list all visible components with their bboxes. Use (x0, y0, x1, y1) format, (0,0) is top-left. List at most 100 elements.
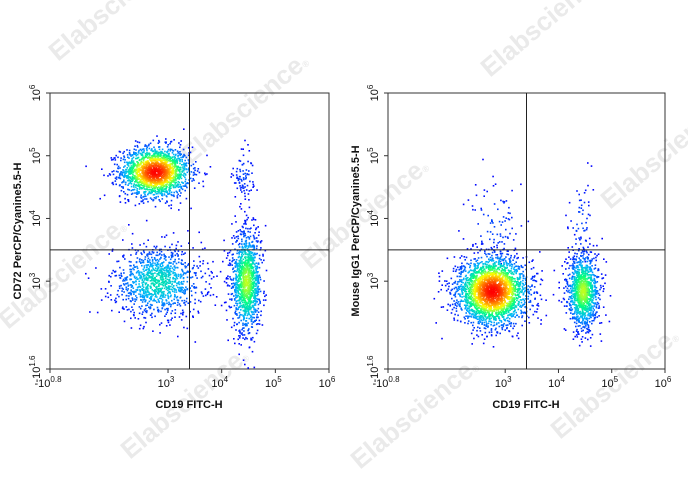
event-point (175, 262, 178, 265)
event-point (171, 255, 173, 258)
event-point (453, 306, 455, 309)
event-point (140, 262, 142, 264)
event-point (191, 294, 193, 297)
event-point (581, 213, 584, 215)
event-point (246, 265, 249, 268)
event-point (192, 247, 194, 249)
event-point (249, 314, 252, 317)
event-point (237, 271, 240, 273)
event-point (128, 180, 131, 182)
event-point (202, 262, 204, 265)
event-point (483, 195, 485, 197)
event-point (174, 176, 177, 178)
event-point (134, 163, 136, 165)
event-point (181, 158, 183, 161)
event-point (225, 309, 228, 312)
event-point (223, 301, 226, 304)
event-point (247, 193, 250, 195)
event-point (454, 282, 456, 284)
event-point (172, 268, 175, 271)
event-point (149, 197, 152, 199)
event-point (125, 169, 128, 171)
event-point (139, 274, 142, 277)
event-point (149, 307, 152, 309)
event-point (158, 148, 161, 151)
event-point (122, 181, 124, 183)
event-point (182, 277, 185, 280)
event-point (253, 289, 256, 291)
event-point (488, 253, 491, 255)
event-point (146, 146, 148, 149)
event-point (484, 327, 487, 330)
event-point (605, 314, 607, 316)
event-point (242, 253, 245, 256)
event-point (587, 201, 590, 203)
event-point (170, 187, 172, 189)
event-point (206, 173, 208, 175)
event-point (162, 173, 165, 176)
event-point (250, 339, 252, 341)
event-point (124, 175, 127, 177)
event-point (473, 327, 475, 329)
event-point (245, 189, 248, 191)
event-point (458, 268, 460, 271)
event-point (239, 260, 241, 262)
event-point (150, 183, 153, 186)
event-point (246, 256, 249, 258)
event-point (592, 244, 595, 247)
event-point (141, 295, 143, 298)
event-point (149, 192, 151, 194)
event-point (145, 273, 148, 276)
event-point (235, 231, 238, 233)
event-point (246, 290, 248, 292)
event-point (254, 309, 257, 312)
event-point (516, 334, 518, 337)
event-point (171, 167, 173, 170)
event-point (161, 271, 164, 274)
event-point (244, 234, 247, 237)
event-point (238, 263, 240, 266)
event-point (528, 290, 530, 293)
event-point (503, 247, 505, 250)
event-point (247, 300, 250, 302)
event-point (467, 320, 470, 322)
event-point (165, 174, 167, 177)
event-point (245, 289, 247, 291)
event-point (444, 284, 447, 287)
event-point (194, 291, 197, 294)
event-point (136, 278, 138, 280)
event-point (164, 176, 167, 179)
event-point (498, 325, 501, 328)
event-point (244, 210, 246, 213)
event-point (171, 164, 173, 166)
event-point (147, 153, 150, 155)
event-point (573, 262, 576, 264)
event-point (505, 256, 507, 258)
event-point (149, 272, 151, 274)
event-point (144, 294, 146, 296)
event-point (145, 188, 147, 190)
event-point (147, 239, 149, 241)
event-point (159, 263, 162, 265)
event-point (142, 283, 144, 286)
event-point (237, 274, 240, 277)
event-point (236, 187, 239, 190)
event-point (184, 252, 186, 254)
event-point (160, 322, 163, 324)
event-point (205, 281, 207, 283)
event-point (448, 285, 450, 288)
event-point (599, 288, 601, 291)
event-point (240, 344, 242, 346)
event-point (124, 183, 127, 186)
event-point (173, 195, 175, 198)
event-point (521, 315, 524, 317)
event-point (157, 195, 159, 198)
event-point (248, 242, 251, 244)
event-point (242, 258, 245, 261)
event-point (253, 294, 255, 297)
event-point (186, 276, 189, 279)
event-point (527, 298, 529, 300)
event-point (153, 257, 156, 259)
event-point (115, 297, 117, 300)
event-point (568, 267, 570, 270)
